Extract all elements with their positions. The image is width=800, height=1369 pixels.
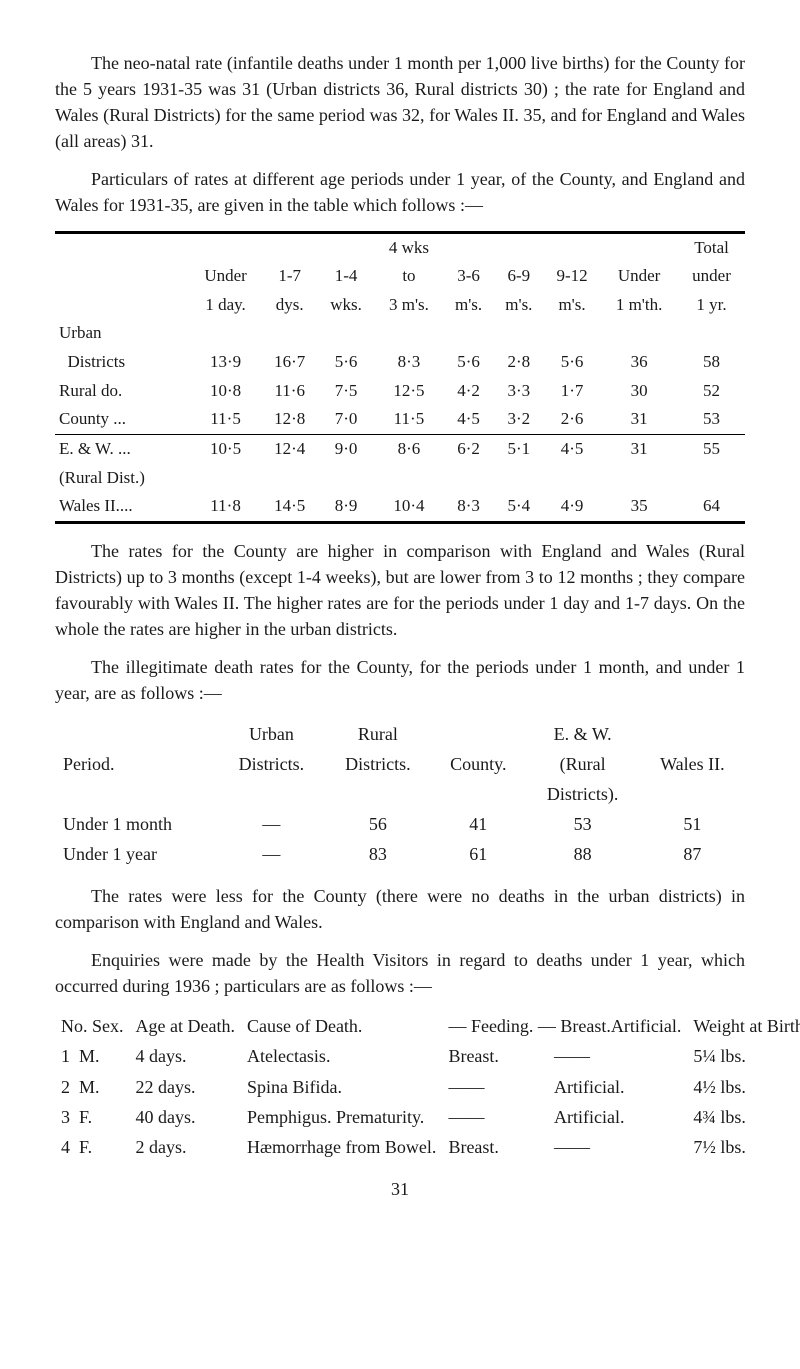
- paragraph-2: Particulars of rates at different age pe…: [55, 166, 745, 218]
- h3-1yr: 1 yr.: [678, 291, 745, 320]
- hdr-no-sex: No. Sex.: [55, 1011, 130, 1041]
- row-under1month: Under 1 month: [55, 809, 218, 839]
- hdr-weight: Weight at Birth.: [687, 1011, 800, 1041]
- h3-1day: 1 day.: [189, 291, 261, 320]
- death-table: No. Sex. Age at Death. Cause of Death. —…: [55, 1011, 800, 1161]
- row-ruraldist: (Rural Dist.): [55, 464, 189, 493]
- h3-ms1: m's.: [443, 291, 493, 320]
- hdr-total: Total: [678, 232, 745, 262]
- h3-3ms: 3 m's.: [374, 291, 443, 320]
- row-ew: E. & W. ...: [55, 435, 189, 464]
- h2-3-6: 3-6: [443, 262, 493, 291]
- h3-ms3: m's.: [544, 291, 600, 320]
- h2-1-4: 1-4: [318, 262, 375, 291]
- hdr-feeding: — Feeding. — Breast.Artificial.: [442, 1011, 687, 1041]
- h2-under2: Under: [600, 262, 678, 291]
- row-county: County ...: [55, 405, 189, 434]
- h2-under: Under: [189, 262, 261, 291]
- h2-to: to: [374, 262, 443, 291]
- h3-wks: wks.: [318, 291, 375, 320]
- row-rural: Rural do.: [55, 377, 189, 406]
- hdr-4wks: 4 wks: [374, 232, 443, 262]
- h3-dys: dys.: [262, 291, 318, 320]
- h3-1mth: 1 m'th.: [600, 291, 678, 320]
- paragraph-6: Enquiries were made by the Health Visito…: [55, 947, 745, 999]
- hdr-age: Age at Death.: [130, 1011, 241, 1041]
- page-number: 31: [55, 1176, 745, 1202]
- h2-9-12: 9-12: [544, 262, 600, 291]
- illegit-table: Urban Rural E. & W. Period. Districts. D…: [55, 719, 745, 869]
- paragraph-1: The neo-natal rate (infantile deaths und…: [55, 50, 745, 154]
- row-districts: Districts: [55, 348, 189, 377]
- rate-table: 4 wks Total Under 1-7 1-4 to 3-6 6-9 9-1…: [55, 231, 745, 524]
- h2-6-9: 6-9: [494, 262, 544, 291]
- row-under1year: Under 1 year: [55, 839, 218, 869]
- hdr-cause: Cause of Death.: [241, 1011, 442, 1041]
- paragraph-3: The rates for the County are higher in c…: [55, 538, 745, 642]
- h2-under3: under: [678, 262, 745, 291]
- row-urban: Urban: [55, 319, 189, 348]
- h2-1-7: 1-7: [262, 262, 318, 291]
- h3-ms2: m's.: [494, 291, 544, 320]
- paragraph-4: The illegitimate death rates for the Cou…: [55, 654, 745, 706]
- row-wales2: Wales II....: [55, 492, 189, 522]
- paragraph-5: The rates were less for the County (ther…: [55, 883, 745, 935]
